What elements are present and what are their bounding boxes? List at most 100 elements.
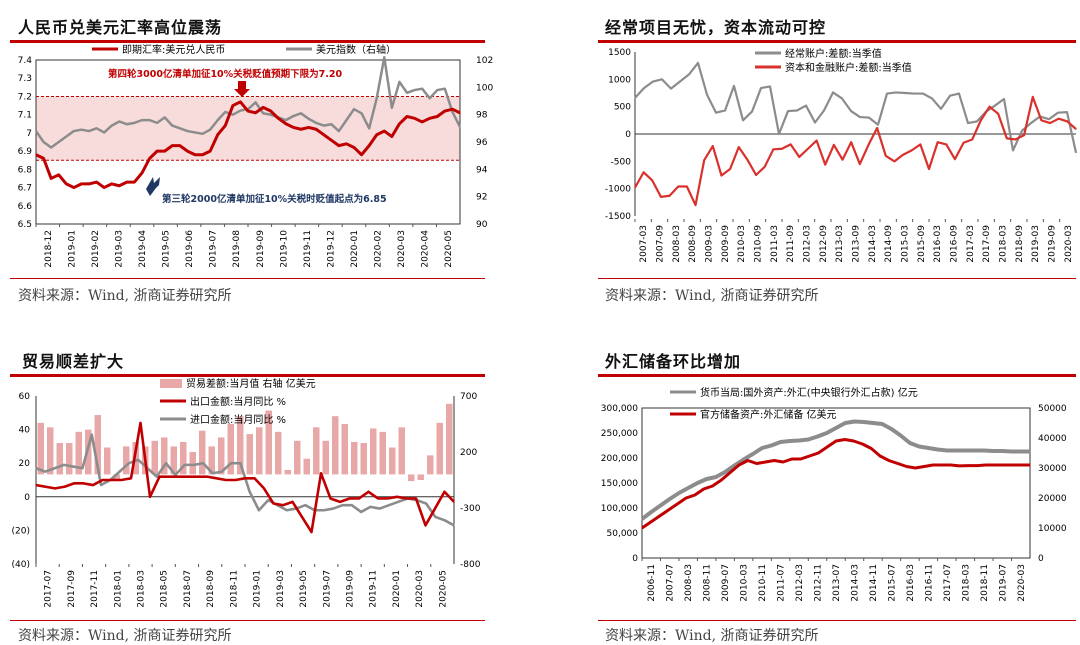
chart4-series-fx-reserves-point-25	[861, 443, 864, 445]
chart1-series-usdcny-point-14	[141, 172, 143, 174]
chart1-series-usd-index-point-14	[141, 119, 143, 121]
chart1-series-usdcny-point-31	[270, 110, 272, 112]
chart3-series-export-yoy-point-6	[92, 484, 94, 486]
chart4-xtick-label-8: 2012-03	[795, 564, 805, 602]
chart2-xtick-label-20: 2017-03	[966, 225, 976, 263]
chart2-series-capital-account-point-37	[954, 158, 956, 160]
chart2-bottom-rule	[598, 278, 1076, 279]
chart3-series-export-yoy-point-41	[424, 524, 427, 526]
chart1-series-usdcny-point-39	[330, 139, 332, 141]
chart4-series-fx-reserves-point-36	[958, 465, 961, 467]
chart2-series-current-account-point-23	[841, 97, 843, 100]
chart2-series-current-account-point-4	[670, 88, 672, 90]
chart2-series-current-account-point-21	[823, 109, 825, 112]
chart3-series-import-yoy-point-31	[323, 509, 325, 511]
chart2-xtick-label-5: 2009-09	[721, 225, 731, 263]
chart2-xtick-label-9: 2011-09	[786, 225, 796, 263]
chart2-series-capital-account-point-28	[876, 127, 878, 129]
chart2-series-current-account-point-32	[922, 92, 924, 95]
chart4-series-fx-reserves-point-18	[800, 458, 802, 460]
chart4-legend-1-label: 官方储备资产:外汇储备 亿美元	[700, 408, 837, 421]
chart3-series-export-yoy-point-1	[44, 486, 47, 488]
chart1-series-usdcny-point-51	[421, 121, 423, 123]
chart4-series-fx-holdings-point-27	[890, 428, 893, 430]
chart3-bar-37	[389, 447, 396, 475]
chart2-ytick-4: 500	[614, 103, 631, 113]
chart3-series-export-yoy-point-8	[111, 479, 113, 481]
chart3-series-export-yoy-point-3	[63, 486, 66, 488]
chart3-series-import-yoy-point-24	[258, 509, 260, 511]
chart4-xtick-label-13: 2015-07	[887, 564, 897, 602]
chart3-series-export-yoy-point-28	[301, 516, 303, 518]
chart4-bottom-rule	[598, 620, 1076, 621]
chart2-series-current-account-point-37	[967, 122, 969, 124]
chart3-series-import-yoy-point-29	[304, 504, 306, 506]
chart3-series-export-yoy-point-25	[272, 502, 275, 505]
chart3-bar-4	[75, 431, 82, 475]
chart4-series-fx-reserves-point-40	[994, 464, 996, 466]
chart1-annotation-lower: 第三轮2000亿清单加征10%关税时贬值起点为6.85	[162, 193, 387, 205]
chart3-series-import-yoy-point-44	[444, 519, 446, 521]
chart3-series-import-yoy-point-43	[434, 516, 437, 518]
chart4-series-fx-reserves-point-15	[773, 459, 775, 462]
chart4-series-fx-holdings-point-21	[835, 427, 837, 429]
chart2-series-capital-account-point-0	[634, 186, 636, 189]
chart2-xtick-label-24: 2019-03	[1031, 225, 1041, 263]
chart3-series-import-yoy-point-33	[341, 504, 344, 506]
chart4-series-fx-holdings-point-38	[992, 450, 994, 452]
chart1-series-usdcny-point-23	[209, 150, 211, 152]
chart3-series-export-yoy-point-16	[187, 476, 189, 478]
chart4-series-fx-reserves-point-16	[782, 461, 784, 463]
chart4-series-fx-holdings-point-10	[733, 464, 735, 467]
chart3-series-import-yoy-point-4	[72, 465, 74, 468]
chart2-series-capital-account-point-35	[937, 141, 939, 143]
chart2-series-current-account-point-19	[805, 104, 807, 107]
chart1-series-usdcny-point-40	[338, 145, 340, 147]
chart3-series-import-yoy-point-27	[286, 509, 288, 511]
chart2-series-current-account-point-38	[976, 120, 978, 123]
chart2-xtick-label-1: 2007-09	[656, 225, 666, 263]
chart4: 0 50,000 100,000 150,000 200,000 250,000 300,0…	[601, 386, 1067, 602]
chart3-series-export-yoy-point-15	[177, 476, 180, 478]
chart3-source: 资料来源：Wind, 浙商证券研究所	[18, 628, 232, 644]
chart2-series-capital-account-point-49	[1058, 118, 1060, 120]
chart1-ytick-left-0: 6.5	[18, 220, 32, 230]
chart4-series-fx-reserves-point-2	[659, 515, 661, 517]
chart1-series-usd-index-point-24	[217, 119, 219, 121]
chart4-series-fx-reserves-point-3	[667, 509, 670, 511]
chart1-xtick-label-3: 2019-03	[114, 230, 124, 268]
chart2-series-current-account-point-7	[697, 62, 699, 64]
chart1-xtick-label-15: 2020-03	[397, 230, 407, 268]
chart4-series-fx-holdings-point-41	[1020, 450, 1022, 453]
chart3-series-export-yoy-point-24	[263, 487, 265, 489]
chart3-ytick-left-2: 0	[24, 493, 30, 503]
chart3-xtick-label-7: 2018-09	[206, 570, 216, 608]
chart1-series-usd-index-point-19	[179, 127, 181, 129]
chart3-series-import-yoy-point-36	[369, 506, 371, 508]
chart3-bar-43	[446, 403, 453, 475]
chart4-ytick-left-0: 0	[632, 554, 638, 564]
chart4-series-fx-reserves-point-44	[1029, 464, 1031, 466]
chart1-series-usd-index-point-37	[315, 122, 317, 124]
chart3-series-export-yoy-point-19	[215, 477, 218, 479]
chart2-series-current-account-point-10	[724, 109, 726, 112]
chart3-ytick-left-1: (20)	[12, 526, 30, 536]
chart4-series-fx-reserves-point-31	[914, 467, 916, 469]
chart4-xtick-label-19: 2019-07	[998, 564, 1008, 602]
chart4-series-fx-holdings-point-39	[1001, 450, 1003, 452]
chart1-series-usdcny-point-35	[300, 128, 302, 130]
chart2-xtick-label-2: 2008-03	[672, 225, 682, 263]
chart2-series-current-account-point-43	[1021, 130, 1023, 132]
chart1-ytick-right-4: 98	[476, 111, 488, 121]
chart2-series-current-account-point-29	[895, 91, 897, 94]
chart2-source: 资料来源：Wind, 浙商证券研究所	[605, 288, 819, 304]
chart1-series-usdcny-point-48	[398, 123, 401, 125]
chart3-xtick-label-5: 2018-05	[160, 570, 170, 608]
chart1-series-usdcny-point-56	[459, 112, 461, 114]
chart1-xtick-label-8: 2019-08	[232, 230, 242, 268]
chart2-ytick-5: 1000	[608, 75, 631, 85]
chart2-series-current-account-point-11	[733, 85, 735, 87]
chart3-series-export-yoy-point-36	[377, 497, 379, 500]
chart2-series-capital-account-point-30	[893, 160, 896, 162]
chart2-series-capital-account-point-29	[885, 155, 887, 157]
